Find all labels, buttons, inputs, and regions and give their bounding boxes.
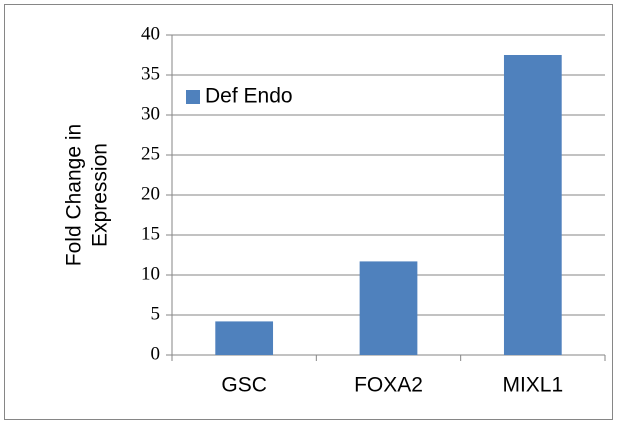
y-tick-label: 15 [141, 223, 160, 244]
y-tick-label: 35 [141, 63, 160, 84]
y-tick-label: 5 [151, 303, 161, 324]
y-tick-label: 25 [141, 143, 160, 164]
y-axis-label-line: Expression [89, 143, 112, 247]
y-axis-label-line: Fold Change in [63, 124, 86, 266]
y-axis-label: Fold Change in Expression [63, 124, 112, 266]
y-tick-label: 0 [151, 343, 161, 364]
y-tick-label: 30 [141, 103, 160, 124]
x-tick-label: FOXA2 [354, 374, 423, 397]
bar [359, 261, 418, 355]
x-tick-label: MIXL1 [502, 374, 563, 397]
y-tick-label: 20 [141, 183, 160, 204]
bar [215, 321, 274, 355]
legend-swatch [186, 90, 200, 104]
y-tick-label: 40 [141, 23, 160, 44]
y-tick-label: 10 [141, 263, 160, 284]
x-tick-label: GSC [221, 374, 267, 397]
legend-label: Def Endo [205, 85, 293, 108]
bar [503, 55, 562, 355]
